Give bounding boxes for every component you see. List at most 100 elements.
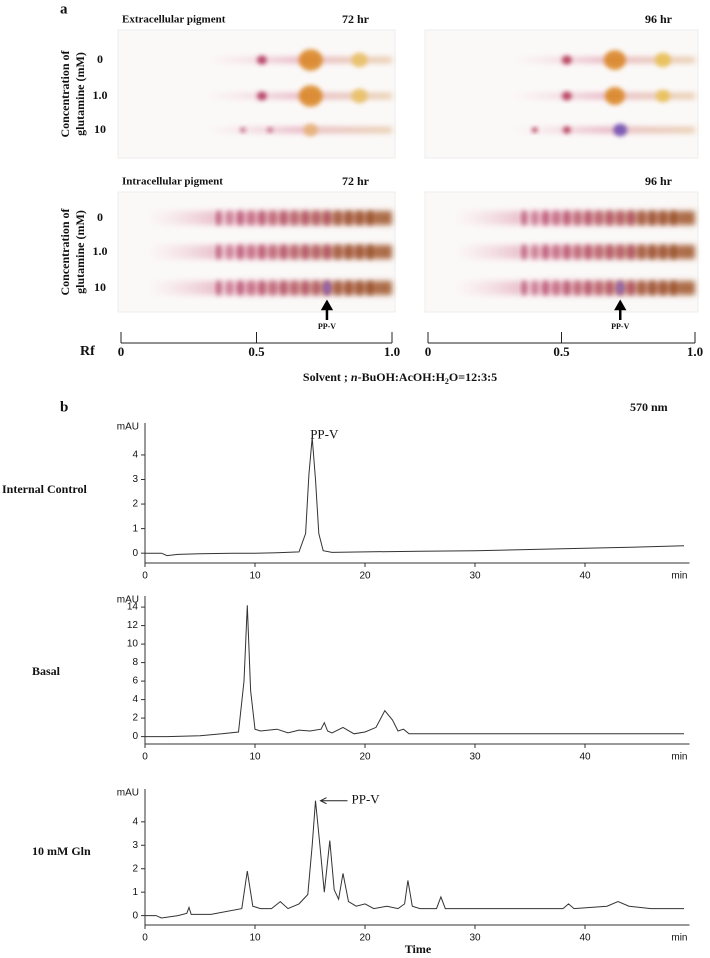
tlc-band (617, 210, 623, 226)
x-tick-label: 10 (249, 933, 261, 944)
x-tick-label: 30 (469, 752, 481, 763)
y-tick-label: 14 (127, 602, 139, 613)
tlc-band (367, 280, 373, 296)
tlc-band (596, 210, 602, 226)
x-tick-label: 20 (359, 571, 371, 582)
x-tick-label: 30 (469, 933, 481, 944)
tlc-band (542, 210, 548, 226)
peak-label: PP-V (310, 427, 339, 442)
tlc-band (270, 210, 276, 226)
x-tick-label: 10 (249, 571, 261, 582)
tlc-band (596, 244, 602, 260)
tlc-band (237, 280, 243, 296)
y-tick-label: 8 (132, 657, 138, 668)
x-tick-label: 0 (142, 571, 148, 582)
tlc-band (521, 244, 527, 260)
plate-title: Extracellular pigment (122, 14, 226, 26)
y-unit: mAU (117, 422, 139, 433)
y-tick-label: 1 (132, 523, 138, 534)
tlc-band (302, 244, 308, 260)
tlc-band (313, 244, 319, 260)
plate-title: Intracellular pigment (122, 176, 223, 188)
concentration-label: 1.0 (93, 88, 108, 102)
marker-arrow (320, 299, 334, 320)
chart-title: Internal Control (2, 482, 87, 496)
chart-title: Basal (32, 664, 61, 678)
y-tick-label: 0 (132, 910, 138, 921)
tlc-spot (655, 89, 670, 103)
tlc-band (259, 244, 265, 260)
tlc-spot (303, 123, 318, 137)
tlc-band (346, 210, 352, 226)
tlc-spot (351, 88, 368, 104)
tlc-band (216, 280, 222, 296)
tlc-band (564, 280, 570, 296)
tlc-band (367, 210, 373, 226)
tlc-streak (454, 281, 695, 295)
tlc-band (226, 210, 232, 226)
y-axis-label: glutamine (mM) (73, 210, 87, 294)
tlc-band (639, 210, 645, 226)
concentration-label: 1.0 (93, 244, 108, 258)
tlc-spot (298, 49, 323, 71)
tlc-band (335, 244, 341, 260)
tlc-streak (148, 245, 392, 259)
tlc-band (291, 244, 297, 260)
tlc-band (356, 244, 362, 260)
tlc-band (564, 244, 570, 260)
tlc-band (335, 280, 341, 296)
tlc-band (346, 244, 352, 260)
rf-tick-label: 0 (425, 344, 432, 359)
y-tick-label: 6 (132, 676, 138, 687)
rf-tick-label: 1.0 (384, 344, 400, 359)
tlc-band (649, 280, 655, 296)
tlc-band (532, 210, 538, 226)
tlc-band (302, 210, 308, 226)
tlc-band (356, 210, 362, 226)
tlc-band (270, 280, 276, 296)
y-axis-label: glutamine (mM) (73, 52, 87, 136)
peak-label: PP-V (352, 792, 381, 807)
tlc-streak (454, 211, 695, 225)
tlc-band (628, 280, 634, 296)
chromatogram (145, 437, 685, 557)
tlc-band (324, 210, 330, 226)
peak-arrow (319, 797, 348, 805)
y-tick-label: 3 (132, 840, 138, 851)
x-tick-label: 10 (249, 752, 261, 763)
marker-label: PP-V (611, 322, 629, 331)
tlc-band (335, 210, 341, 226)
concentration-label: 10 (94, 280, 106, 294)
tlc-band (313, 210, 319, 226)
tlc-band (553, 210, 559, 226)
tlc-spot (256, 55, 267, 65)
tlc-band (607, 244, 613, 260)
tlc-band (660, 210, 666, 226)
time-label: 72 hr (342, 174, 370, 188)
y-tick-label: 4 (132, 816, 138, 827)
tlc-band (248, 280, 254, 296)
tlc-spot (322, 281, 331, 295)
tlc-band (259, 280, 265, 296)
tlc-band (542, 280, 548, 296)
tlc-band (532, 280, 538, 296)
tlc-band (607, 210, 613, 226)
y-tick-label: 2 (132, 863, 138, 874)
tlc-band (639, 244, 645, 260)
y-tick-label: 3 (132, 474, 138, 485)
rf-label: Rf (80, 344, 95, 359)
x-tick-label: 40 (579, 933, 591, 944)
rf-tick-label: 1.0 (687, 344, 703, 359)
x-tick-label: 20 (359, 933, 371, 944)
chart-title: 10 mM Gln (32, 844, 91, 858)
tlc-spot (603, 50, 626, 70)
tlc-spot (561, 91, 572, 101)
x-unit: min (671, 571, 687, 582)
x-unit: min (671, 752, 687, 763)
x-tick-label: 0 (142, 933, 148, 944)
tlc-band (521, 280, 527, 296)
chromatogram (145, 605, 684, 738)
x-tick-label: 40 (579, 752, 591, 763)
tlc-band (671, 280, 677, 296)
